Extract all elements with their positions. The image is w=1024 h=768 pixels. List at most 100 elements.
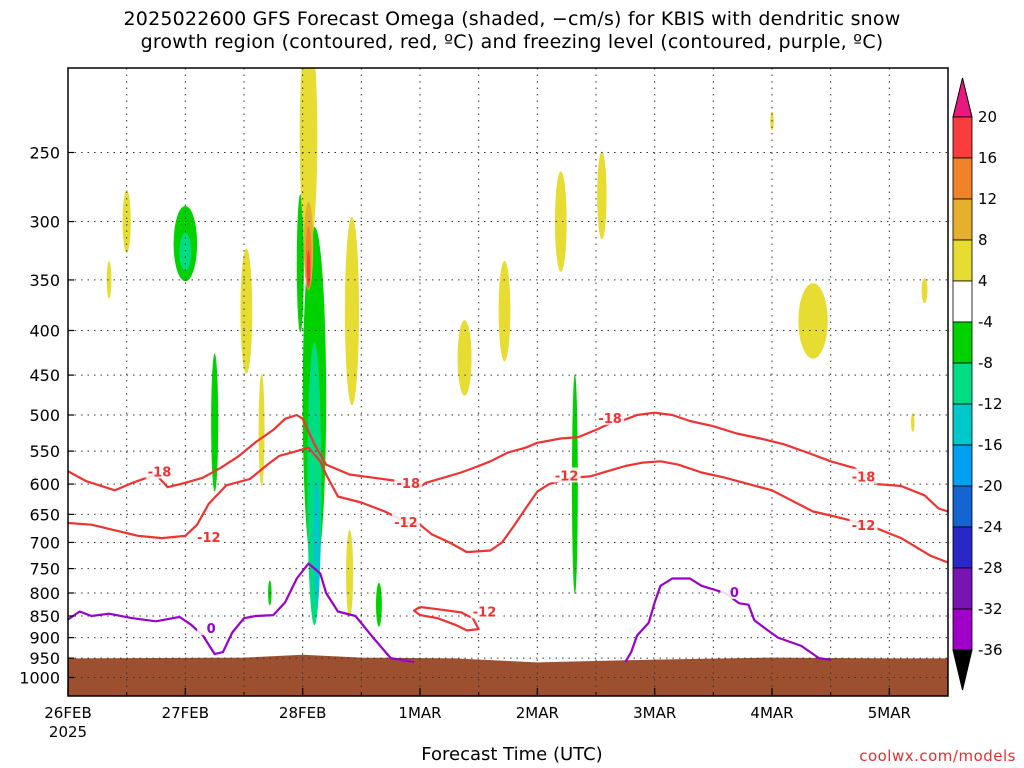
y-tick-label: 550	[29, 442, 60, 461]
contour-label-bg	[197, 620, 226, 636]
omega-region-neg	[296, 194, 304, 333]
colorbar-label: -24	[978, 518, 1003, 536]
omega-region-pos	[346, 529, 354, 618]
colorbar-swatch	[952, 321, 973, 364]
colorbar-label: -36	[978, 641, 1003, 659]
contour-label-bg	[470, 603, 499, 619]
plot-frame	[67, 67, 949, 697]
omega-region-pos	[258, 373, 265, 487]
contour-label-bg	[849, 516, 878, 532]
contour-label: -18	[852, 471, 876, 486]
chart-title-line2: growth region (contoured, red, ºC) and f…	[140, 31, 884, 53]
omega-region-neg	[571, 374, 578, 594]
colorbar-label: 20	[978, 108, 997, 126]
colorbar-swatch	[952, 239, 973, 282]
colorbar-label: -32	[978, 600, 1003, 618]
contour-0	[68, 562, 415, 664]
contour-label-bg	[394, 475, 423, 491]
colorbar-swatch	[952, 403, 973, 446]
colorbar: 20 16 12 8 4 -4 -8 -12 -16 -20 -24 -28 -32 -36	[952, 77, 1003, 691]
colorbar-label: 16	[978, 149, 997, 167]
y-tick-label: 850	[29, 607, 60, 626]
colorbar-swatch	[952, 157, 973, 200]
colorbar-swatch	[952, 362, 973, 405]
omega-region-pos	[798, 283, 828, 359]
y-tick-label: 400	[29, 322, 60, 341]
omega-region-pos	[106, 261, 112, 299]
contour-label: -18	[397, 477, 421, 492]
contour-label-bg	[849, 468, 878, 484]
omega-region-neg	[313, 479, 321, 606]
colorbar-swatch	[952, 485, 973, 528]
omega-region-pos	[921, 278, 928, 304]
contour-label: -12	[197, 531, 221, 546]
contour-label: -12	[473, 605, 497, 620]
colorbar-swatch	[952, 280, 973, 323]
y-tick-label: 350	[29, 271, 60, 290]
contour-lines	[68, 411, 948, 664]
y-tick-label: 600	[29, 475, 60, 494]
omega-region-pos	[597, 151, 607, 240]
grid-lines	[67, 68, 948, 696]
ground-terrain	[68, 654, 948, 696]
omega-region-pos	[344, 216, 359, 406]
contour-0 (right)	[624, 577, 831, 663]
credit-link[interactable]: coolwx.com/models	[859, 747, 1016, 765]
x-tick-label: 26FEB	[44, 704, 91, 722]
omega-region-pos	[993, 354, 997, 379]
y-tick-label: 500	[29, 406, 60, 425]
x-tick-label: 5MAR	[868, 704, 911, 722]
contour-label-bg	[145, 463, 174, 479]
omega-region-pos	[554, 171, 567, 272]
omega-region-pos	[240, 248, 253, 374]
omega-region-pos	[457, 320, 472, 396]
colorbar-label: -20	[978, 477, 1003, 495]
y-tick-label: 950	[29, 649, 60, 668]
x-tick-sublabel: 2025	[49, 723, 87, 741]
y-tick-label: 700	[29, 533, 60, 552]
omega-shading	[106, 68, 997, 627]
x-tick-label: 2MAR	[516, 704, 559, 722]
contour-label: -18	[148, 466, 172, 481]
contour-label-bg	[720, 584, 749, 600]
contour-label: -12	[852, 519, 876, 534]
omega-region-pos	[299, 68, 318, 251]
colorbar-label: -16	[978, 436, 1003, 454]
x-tick-label: 3MAR	[633, 704, 676, 722]
omega-region-neg	[211, 353, 219, 492]
contour-label: -12	[555, 469, 579, 484]
contour-label: 0	[730, 586, 739, 601]
colorbar-bottom-arrow	[952, 649, 973, 691]
contour-label-bg	[552, 467, 581, 483]
ground-fill	[68, 654, 948, 696]
contour--18	[68, 411, 948, 513]
colorbar-swatch	[952, 526, 973, 569]
y-tick-label: 900	[29, 629, 60, 648]
colorbar-label: -8	[978, 354, 993, 372]
colorbar-swatch	[952, 444, 973, 487]
y-tick-label: 800	[29, 584, 60, 603]
colorbar-label: -4	[978, 313, 993, 331]
omega-region-neg	[376, 582, 382, 627]
colorbar-swatch	[952, 567, 973, 610]
colorbar-top-arrow	[952, 77, 973, 118]
contour--12 (closed)	[413, 605, 480, 632]
colorbar-swatch	[952, 198, 973, 241]
chart-title-line1: 2025022600 GFS Forecast Omega (shaded, −…	[123, 8, 901, 30]
x-tick-label: 4MAR	[750, 704, 793, 722]
colorbar-label: -28	[978, 559, 1003, 577]
contour-labels: -18 -18 -18 -18 -12 -12 -12 -12 -12 0 0	[145, 409, 878, 637]
x-axis-title: Forecast Time (UTC)	[421, 744, 603, 765]
contour--12	[68, 446, 948, 564]
y-tick-label: 450	[29, 366, 60, 385]
contour-label: -18	[598, 412, 622, 427]
y-tick-label: 300	[29, 213, 60, 232]
colorbar-label: 4	[978, 272, 988, 290]
colorbar-swatch	[952, 116, 973, 159]
x-tick-label: 27FEB	[162, 704, 209, 722]
contour-label-bg	[194, 529, 223, 545]
contour-label: -12	[394, 516, 418, 531]
x-tick-label: 28FEB	[279, 704, 326, 722]
